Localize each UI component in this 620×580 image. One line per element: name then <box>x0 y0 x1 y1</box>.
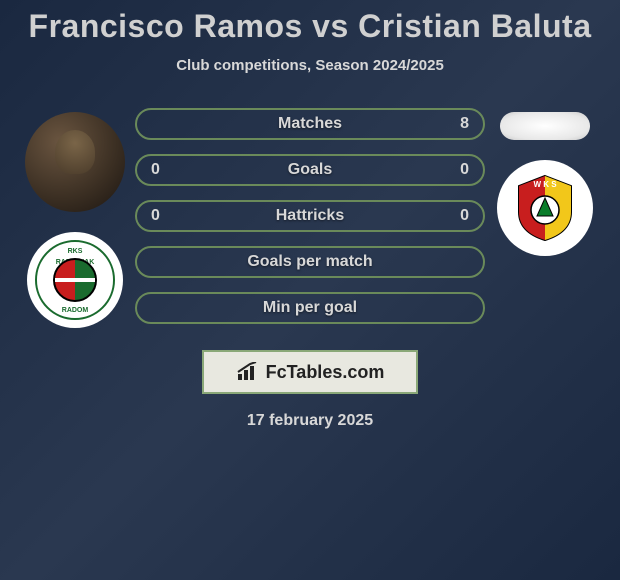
main-comparison: RKS RADOMIAK RADOM Matches 8 0 Goals 0 0… <box>0 102 620 328</box>
stat-left-value: 0 <box>151 161 160 179</box>
date-label: 17 february 2025 <box>0 412 620 430</box>
brand-badge[interactable]: FcTables.com <box>202 350 418 394</box>
stat-row-matches: Matches 8 <box>135 108 485 140</box>
stats-table: Matches 8 0 Goals 0 0 Hattricks 0 Goals … <box>135 102 485 324</box>
page-title: Francisco Ramos vs Cristian Baluta <box>0 8 620 45</box>
stat-row-hattricks: 0 Hattricks 0 <box>135 200 485 232</box>
stat-label: Min per goal <box>137 299 483 317</box>
club-right-shield-icon: W K S <box>509 172 581 244</box>
stat-label: Hattricks <box>137 207 483 225</box>
stat-row-goals-per-match: Goals per match <box>135 246 485 278</box>
stat-label: Goals per match <box>137 253 483 271</box>
stat-row-min-per-goal: Min per goal <box>135 292 485 324</box>
stat-right-value: 0 <box>460 161 469 179</box>
player-left-club-badge: RKS RADOMIAK RADOM <box>27 232 123 328</box>
stat-label: Matches <box>137 115 483 133</box>
stat-left-value: 0 <box>151 207 160 225</box>
stat-label: Goals <box>137 161 483 179</box>
club-right-text-top: W K S <box>533 180 557 189</box>
player-right-avatar <box>500 112 590 140</box>
right-player-column: W K S <box>485 102 605 256</box>
player-left-avatar <box>25 112 125 212</box>
player-right-club-badge: W K S <box>497 160 593 256</box>
subtitle: Club competitions, Season 2024/2025 <box>0 57 620 74</box>
stat-row-goals: 0 Goals 0 <box>135 154 485 186</box>
left-player-column: RKS RADOMIAK RADOM <box>15 102 135 328</box>
stat-right-value: 0 <box>460 207 469 225</box>
brand-text: FcTables.com <box>266 362 385 383</box>
comparison-widget: Francisco Ramos vs Cristian Baluta Club … <box>0 0 620 430</box>
club-left-text-bot: RADOM <box>62 307 88 314</box>
bar-chart-icon <box>236 362 262 382</box>
stat-right-value: 8 <box>460 115 469 133</box>
club-left-text-top: RKS <box>68 248 83 255</box>
